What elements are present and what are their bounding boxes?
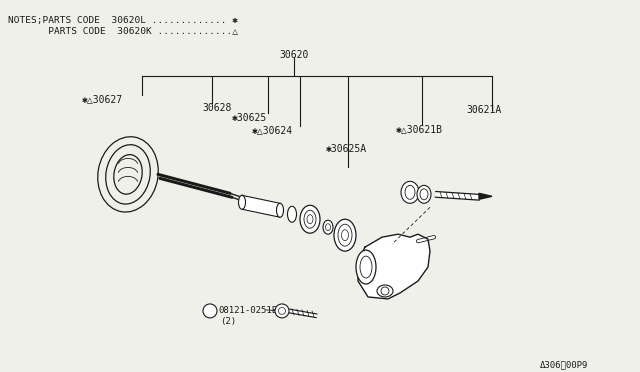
Text: ✱30625: ✱30625 bbox=[232, 113, 268, 123]
Text: B: B bbox=[207, 307, 212, 315]
Text: ✱: ✱ bbox=[8, 16, 238, 25]
Text: ✱△30624: ✱△30624 bbox=[252, 126, 293, 135]
Circle shape bbox=[203, 304, 217, 318]
Text: 30621A: 30621A bbox=[466, 105, 501, 115]
Text: 30628: 30628 bbox=[202, 103, 232, 113]
Ellipse shape bbox=[377, 285, 393, 297]
Text: Δ306⁂00P9: Δ306⁂00P9 bbox=[540, 361, 588, 370]
Ellipse shape bbox=[300, 205, 320, 233]
Circle shape bbox=[275, 304, 289, 318]
Text: 08121-0251E: 08121-0251E bbox=[218, 306, 277, 315]
Ellipse shape bbox=[417, 185, 431, 203]
Ellipse shape bbox=[356, 250, 376, 284]
Text: (2): (2) bbox=[220, 317, 236, 326]
Text: ✱△30621B: ✱△30621B bbox=[396, 125, 443, 135]
Text: 30620: 30620 bbox=[279, 50, 308, 60]
Text: NOTES;PARTS CODE  30620L .............: NOTES;PARTS CODE 30620L ............. bbox=[8, 16, 227, 25]
Ellipse shape bbox=[334, 219, 356, 251]
Ellipse shape bbox=[287, 206, 296, 222]
Ellipse shape bbox=[239, 195, 246, 209]
Ellipse shape bbox=[401, 182, 419, 203]
Polygon shape bbox=[479, 193, 492, 199]
Text: ✱30625A: ✱30625A bbox=[326, 144, 367, 154]
Ellipse shape bbox=[276, 203, 284, 217]
Ellipse shape bbox=[323, 220, 333, 234]
Polygon shape bbox=[358, 234, 430, 299]
Polygon shape bbox=[242, 195, 280, 217]
Text: ✱△30627: ✱△30627 bbox=[82, 94, 123, 105]
Text: PARTS CODE  30620K .............: PARTS CODE 30620K ............. bbox=[8, 27, 232, 36]
Text: △: △ bbox=[8, 27, 238, 36]
